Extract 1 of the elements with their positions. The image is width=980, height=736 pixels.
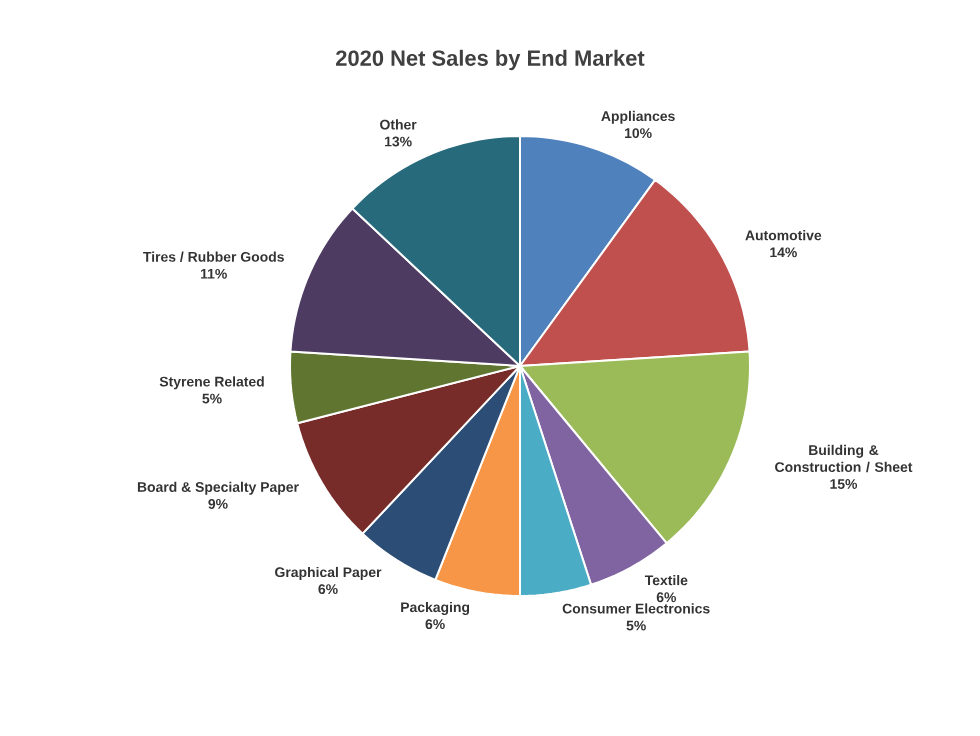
chart-title: 2020 Net Sales by End Market <box>336 49 645 71</box>
